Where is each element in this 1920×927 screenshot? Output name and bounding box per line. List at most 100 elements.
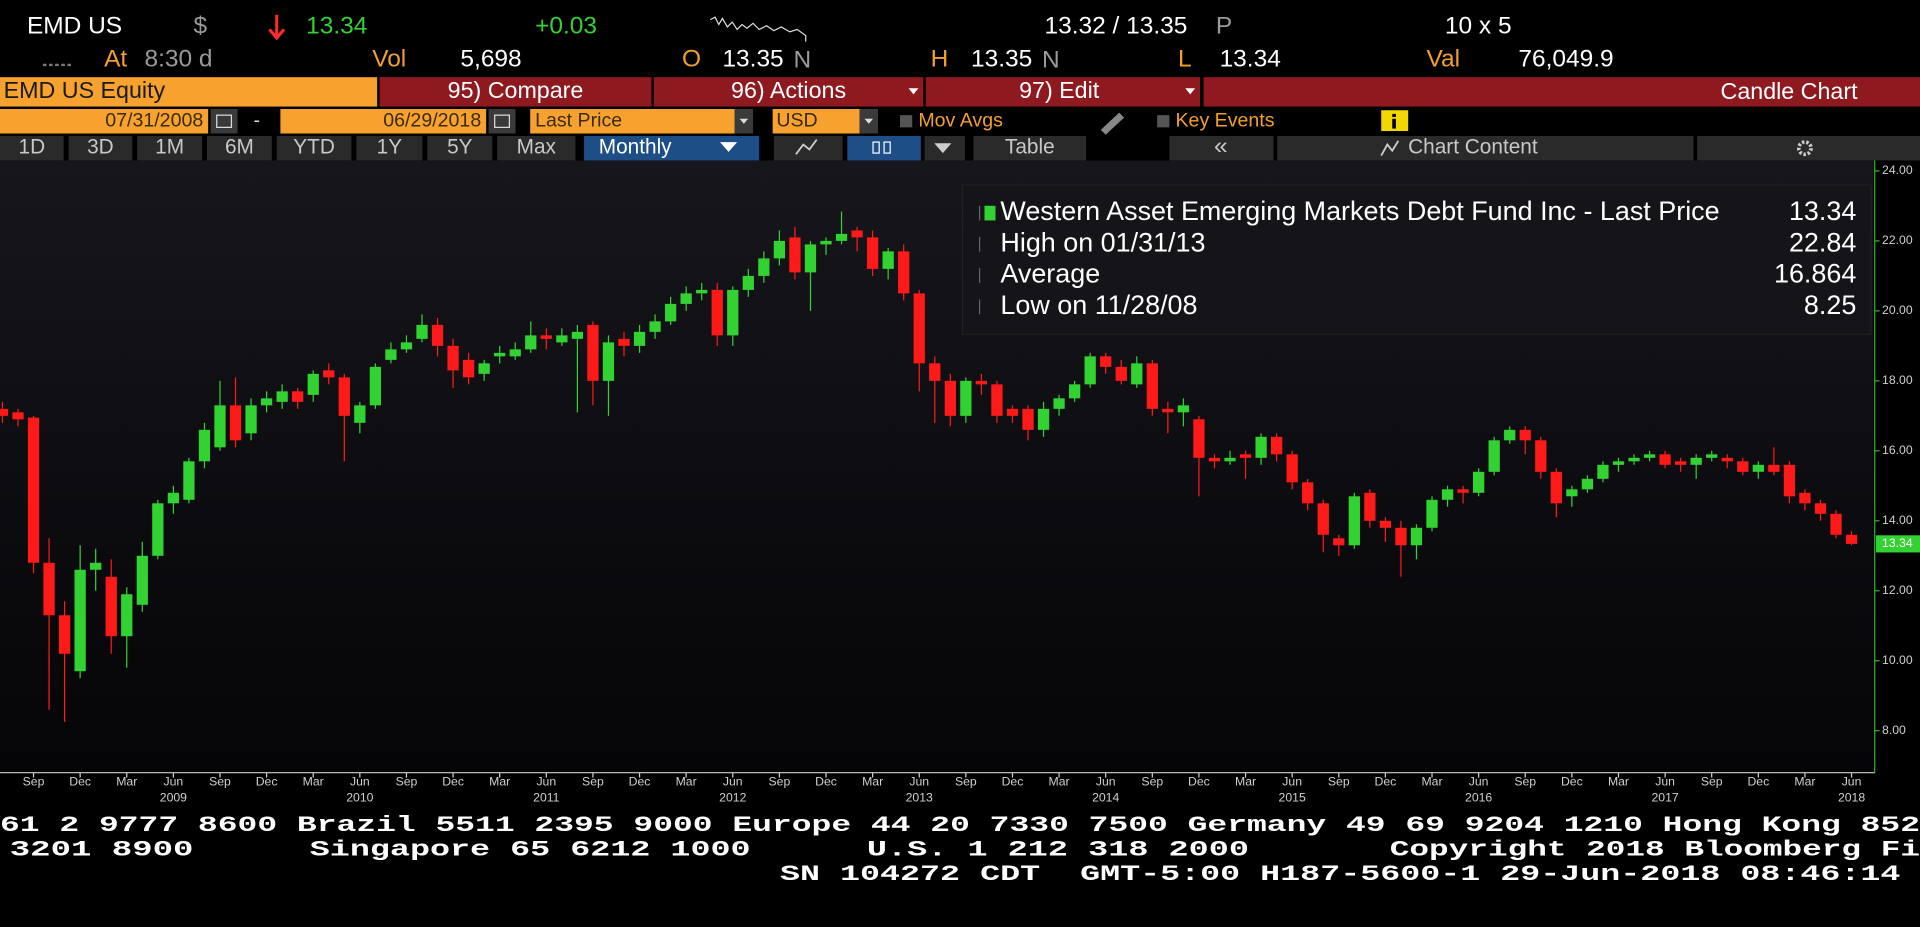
key-events[interactable]: Key Events: [1176, 109, 1275, 131]
view-box-end: [1873, 77, 1920, 107]
x-year-label: 2012: [719, 791, 746, 805]
ticker-text: 3201 8900: [10, 838, 194, 863]
compare[interactable]: 95) Compare: [448, 77, 584, 103]
candle-body: [229, 405, 242, 441]
field[interactable]: Last Price: [535, 109, 622, 131]
start-calendar[interactable]: [210, 109, 238, 134]
candle-body: [1239, 454, 1252, 458]
low: 13.34: [1220, 45, 1281, 72]
end-date-field[interactable]: [280, 109, 487, 134]
candle-body: [292, 391, 304, 402]
settings-button[interactable]: [1697, 135, 1920, 161]
ticker-text: U.S. 1 212 318 2000: [867, 838, 1249, 863]
key-events-checkbox[interactable]: [1157, 115, 1170, 128]
currency-select[interactable]: [772, 109, 860, 134]
candle-body: [0, 408, 9, 416]
compare-button[interactable]: [379, 77, 652, 107]
start-date[interactable]: 07/31/2008: [105, 109, 203, 131]
bid-ask-source: P: [1216, 12, 1232, 39]
candle-body: [618, 338, 630, 346]
x-tick-label: Mar: [489, 775, 510, 789]
tab-button[interactable]: [276, 135, 352, 161]
tab-label[interactable]: 5Y: [447, 136, 473, 159]
tab-button[interactable]: [497, 135, 576, 161]
mov-avgs[interactable]: Mov Avgs: [918, 109, 1003, 131]
candle-body: [975, 380, 988, 385]
candle-body: [1675, 461, 1687, 465]
tab-button[interactable]: [427, 135, 493, 161]
candle-body: [1333, 538, 1345, 546]
period[interactable]: Monthly: [599, 136, 672, 159]
x-tick-label: Sep: [1514, 775, 1536, 789]
tab-label[interactable]: 1D: [19, 136, 46, 159]
x-tick-label: Mar: [1794, 775, 1815, 789]
candle-body: [540, 335, 552, 339]
x-year-label: 2014: [1092, 791, 1119, 805]
candle-body: [1193, 419, 1205, 458]
y-tick-label: 20.00: [1882, 303, 1913, 317]
start-date-field[interactable]: [0, 109, 209, 134]
x-tick-label: Dec: [1561, 775, 1583, 789]
end-date[interactable]: 06/29/2018: [383, 109, 481, 131]
table-button[interactable]: [973, 135, 1087, 161]
tab-bar: 1D 3D 1M 6M YTD 1Y 5Y Max: [0, 136, 576, 161]
candle-body: [400, 342, 413, 350]
tab-button[interactable]: [206, 135, 272, 161]
tab-label[interactable]: 3D: [87, 136, 114, 159]
actions-button[interactable]: [653, 77, 924, 107]
tab-label[interactable]: YTD: [293, 136, 335, 159]
high-label: H: [931, 45, 949, 72]
end-calendar[interactable]: [488, 109, 516, 134]
tab-button[interactable]: [68, 135, 133, 161]
tab-button[interactable]: [0, 135, 64, 161]
candle-body: [1488, 440, 1500, 472]
field-select[interactable]: [530, 109, 735, 134]
chart-content[interactable]: Chart Content: [1408, 136, 1538, 159]
y-tick-label: 22.00: [1882, 233, 1913, 247]
candle-body: [866, 237, 879, 269]
actions[interactable]: 96) Actions: [731, 77, 846, 103]
security-box[interactable]: [0, 77, 378, 107]
tab-label[interactable]: 1M: [155, 136, 184, 159]
tab-button[interactable]: [356, 135, 423, 161]
candle-body: [991, 384, 1003, 416]
tab-label[interactable]: 1Y: [377, 136, 403, 159]
candle-body: [338, 377, 350, 416]
x-tick-label: Dec: [1375, 775, 1397, 789]
tab-label[interactable]: Max: [517, 136, 557, 159]
candle-body: [494, 352, 506, 357]
candle-body: [1473, 471, 1485, 493]
tab-label[interactable]: 6M: [225, 136, 254, 159]
high: 13.35: [971, 45, 1032, 72]
candle-body: [1224, 457, 1236, 462]
back-button[interactable]: [1169, 135, 1274, 161]
candle-body: [183, 461, 195, 500]
x-tick-label: Mar: [1421, 775, 1442, 789]
candle-body: [1504, 429, 1516, 441]
candle-body: [509, 349, 521, 357]
vol-label: Vol: [372, 45, 406, 72]
currency-field[interactable]: USD: [776, 109, 817, 131]
candle-body: [556, 335, 568, 343]
table[interactable]: Table: [1005, 136, 1055, 159]
tab-button[interactable]: [137, 135, 203, 161]
mov-avgs-checkbox[interactable]: [900, 115, 913, 128]
back[interactable]: «: [1214, 132, 1228, 159]
edit-button[interactable]: [925, 77, 1200, 107]
candle-body: [1348, 496, 1360, 546]
x-tick-label: Mar: [676, 775, 697, 789]
candle-body: [773, 240, 786, 259]
x-tick-label: Mar: [862, 775, 883, 789]
x-tick-label: Jun: [909, 775, 929, 789]
security[interactable]: EMD US Equity: [4, 77, 166, 103]
pencil-icon[interactable]: [1100, 112, 1125, 135]
candle-body: [152, 503, 164, 556]
edit[interactable]: 97) Edit: [1019, 77, 1100, 103]
x-tick-label: Dec: [815, 775, 837, 789]
y-tick-label: 8.00: [1882, 723, 1906, 737]
chart-content-button[interactable]: [1277, 135, 1694, 161]
time: 8:30 d: [144, 45, 212, 72]
low-label: L: [1178, 45, 1192, 72]
candle-body: [1628, 457, 1640, 462]
